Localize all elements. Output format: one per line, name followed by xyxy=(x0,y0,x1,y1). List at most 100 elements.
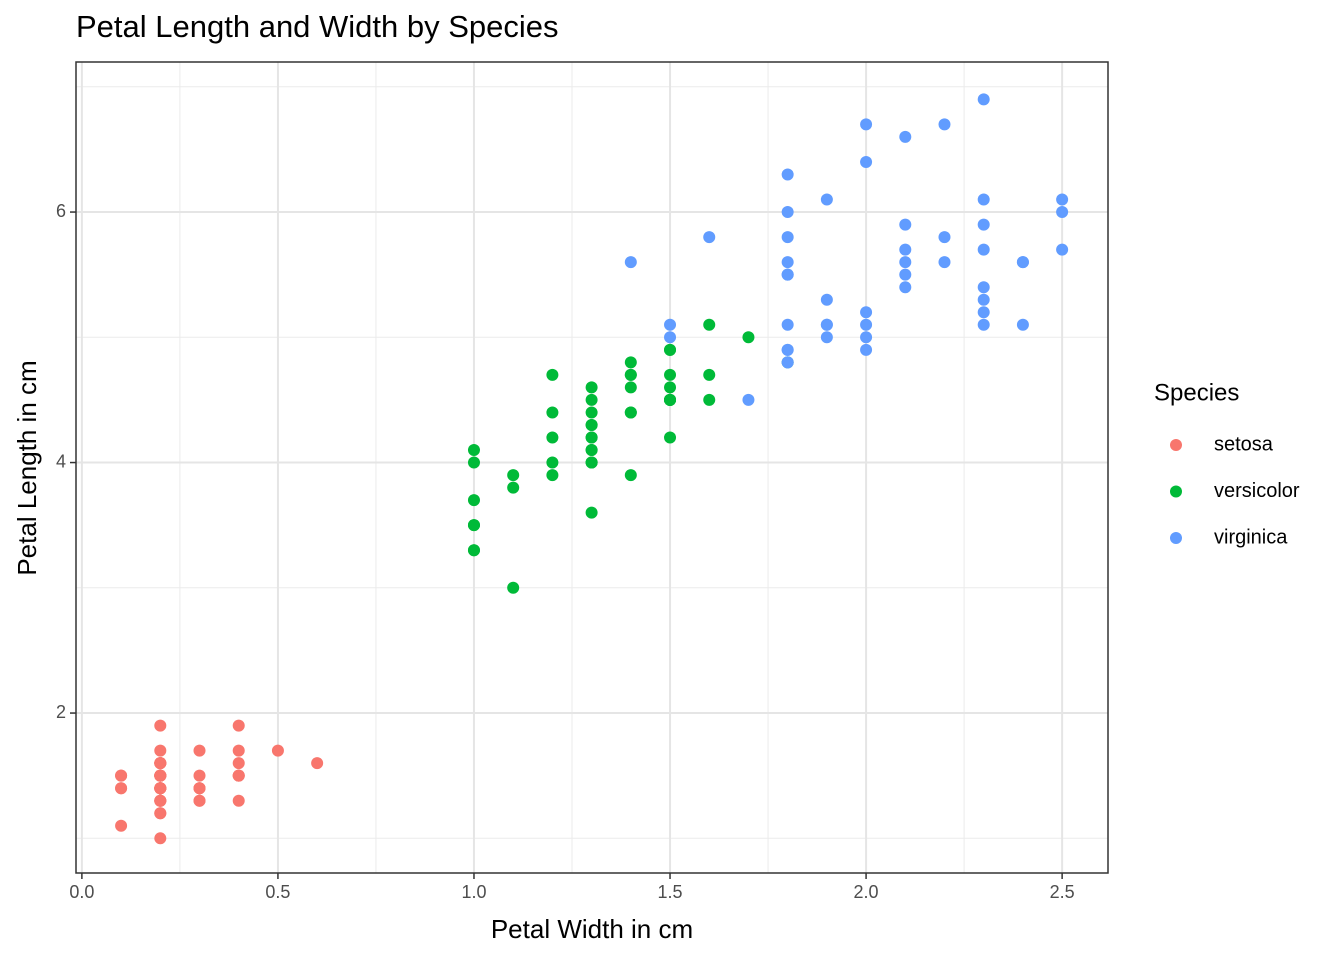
point xyxy=(664,318,677,331)
legend-title: Species xyxy=(1154,379,1239,406)
point xyxy=(1056,206,1069,219)
point xyxy=(860,118,873,131)
point xyxy=(624,469,637,482)
point xyxy=(585,381,598,394)
point xyxy=(820,193,833,206)
point xyxy=(467,519,480,532)
point xyxy=(467,494,480,507)
point xyxy=(977,193,990,206)
point xyxy=(664,431,677,444)
point xyxy=(154,744,167,757)
point xyxy=(154,719,167,732)
point xyxy=(664,368,677,381)
point xyxy=(1056,243,1069,256)
point xyxy=(820,318,833,331)
point xyxy=(664,331,677,344)
point xyxy=(507,469,520,482)
point xyxy=(977,93,990,106)
point xyxy=(977,318,990,331)
point xyxy=(860,331,873,344)
point xyxy=(585,393,598,406)
legend-swatch xyxy=(1170,485,1182,498)
point xyxy=(899,256,912,269)
point xyxy=(703,231,716,244)
point xyxy=(664,381,677,394)
x-tick-label: 0.5 xyxy=(265,882,290,902)
point xyxy=(546,406,559,419)
x-tick-label: 0.0 xyxy=(69,882,94,902)
point xyxy=(899,243,912,256)
point xyxy=(271,744,284,757)
point xyxy=(154,782,167,795)
point xyxy=(781,256,794,269)
point xyxy=(193,769,206,782)
legend-swatch xyxy=(1170,439,1182,451)
point xyxy=(781,231,794,244)
y-tick-label: 6 xyxy=(56,201,66,221)
point xyxy=(546,469,559,482)
point xyxy=(624,381,637,394)
y-tick-label: 4 xyxy=(56,451,66,471)
point xyxy=(742,331,755,344)
point xyxy=(585,406,598,419)
point xyxy=(115,769,128,782)
x-tick-label: 2.0 xyxy=(854,882,879,902)
x-tick-label: 2.5 xyxy=(1050,882,1075,902)
point xyxy=(977,243,990,256)
point xyxy=(624,406,637,419)
point xyxy=(154,807,167,820)
point xyxy=(507,581,520,594)
legend-label: virginica xyxy=(1214,526,1288,548)
legend-label: setosa xyxy=(1214,433,1274,455)
point xyxy=(193,744,206,757)
point xyxy=(781,268,794,281)
point xyxy=(546,456,559,469)
point xyxy=(624,356,637,369)
point xyxy=(311,757,324,770)
x-axis-title: Petal Width in cm xyxy=(491,914,693,944)
point xyxy=(467,444,480,457)
point xyxy=(899,281,912,294)
point xyxy=(467,544,480,557)
point xyxy=(899,130,912,143)
point xyxy=(232,744,245,757)
point xyxy=(546,368,559,381)
point xyxy=(860,155,873,168)
point xyxy=(585,431,598,444)
point xyxy=(938,256,951,269)
point xyxy=(232,769,245,782)
point xyxy=(860,318,873,331)
point xyxy=(232,719,245,732)
point xyxy=(585,456,598,469)
point xyxy=(703,368,716,381)
point xyxy=(154,769,167,782)
point xyxy=(977,306,990,319)
point xyxy=(899,218,912,231)
point xyxy=(115,819,128,832)
point xyxy=(232,757,245,770)
legend-label: versicolor xyxy=(1214,480,1300,502)
point xyxy=(664,393,677,406)
point xyxy=(860,306,873,319)
point xyxy=(703,393,716,406)
point xyxy=(977,218,990,231)
point xyxy=(781,206,794,219)
point xyxy=(232,794,245,807)
x-tick-label: 1.5 xyxy=(658,882,683,902)
point xyxy=(467,456,480,469)
point xyxy=(507,481,520,494)
point xyxy=(585,418,598,431)
point xyxy=(193,782,206,795)
point xyxy=(820,293,833,306)
point xyxy=(585,444,598,457)
point xyxy=(899,268,912,281)
point xyxy=(781,168,794,181)
point xyxy=(977,293,990,306)
point xyxy=(154,832,167,845)
legend-swatch xyxy=(1170,532,1182,544)
x-tick-label: 1.0 xyxy=(461,882,486,902)
point xyxy=(546,431,559,444)
point xyxy=(1016,256,1029,269)
point xyxy=(154,794,167,807)
